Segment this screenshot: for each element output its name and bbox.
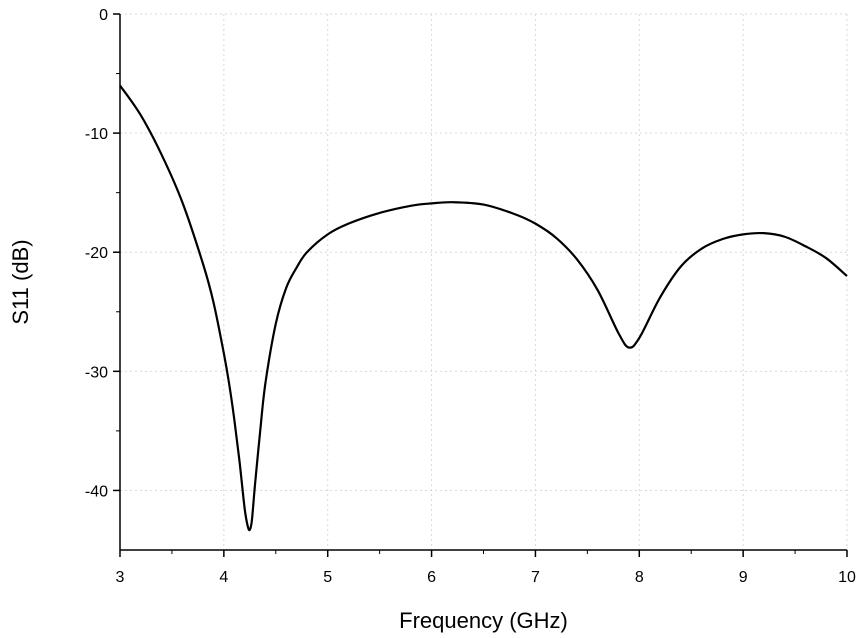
x-tick-label: 9 (739, 569, 748, 586)
y-axis-title: S11 (dB) (8, 239, 33, 324)
grid (120, 13, 848, 550)
ticks: 3 4 5 6 7 8 9 10 0 -10 -20 -30 -40 (85, 7, 856, 586)
x-tick-label: 10 (838, 569, 856, 586)
y-tick-label: 0 (99, 7, 108, 24)
y-tick-label: -40 (85, 483, 108, 500)
s11-series-line (119, 84, 848, 532)
x-tick-label: 3 (116, 569, 125, 586)
y-tick-label: -20 (85, 245, 108, 262)
axes (119, 14, 847, 551)
y-tick-label: -10 (85, 126, 108, 143)
x-tick-label: 8 (635, 569, 644, 586)
x-tick-label: 6 (427, 569, 436, 586)
x-tick-label: 5 (323, 569, 332, 586)
series-group (119, 84, 848, 532)
x-axis-title: Frequency (GHz) (399, 608, 568, 633)
y-tick-label: -30 (85, 364, 108, 381)
x-tick-label: 7 (531, 569, 540, 586)
x-tick-label: 4 (219, 569, 228, 586)
